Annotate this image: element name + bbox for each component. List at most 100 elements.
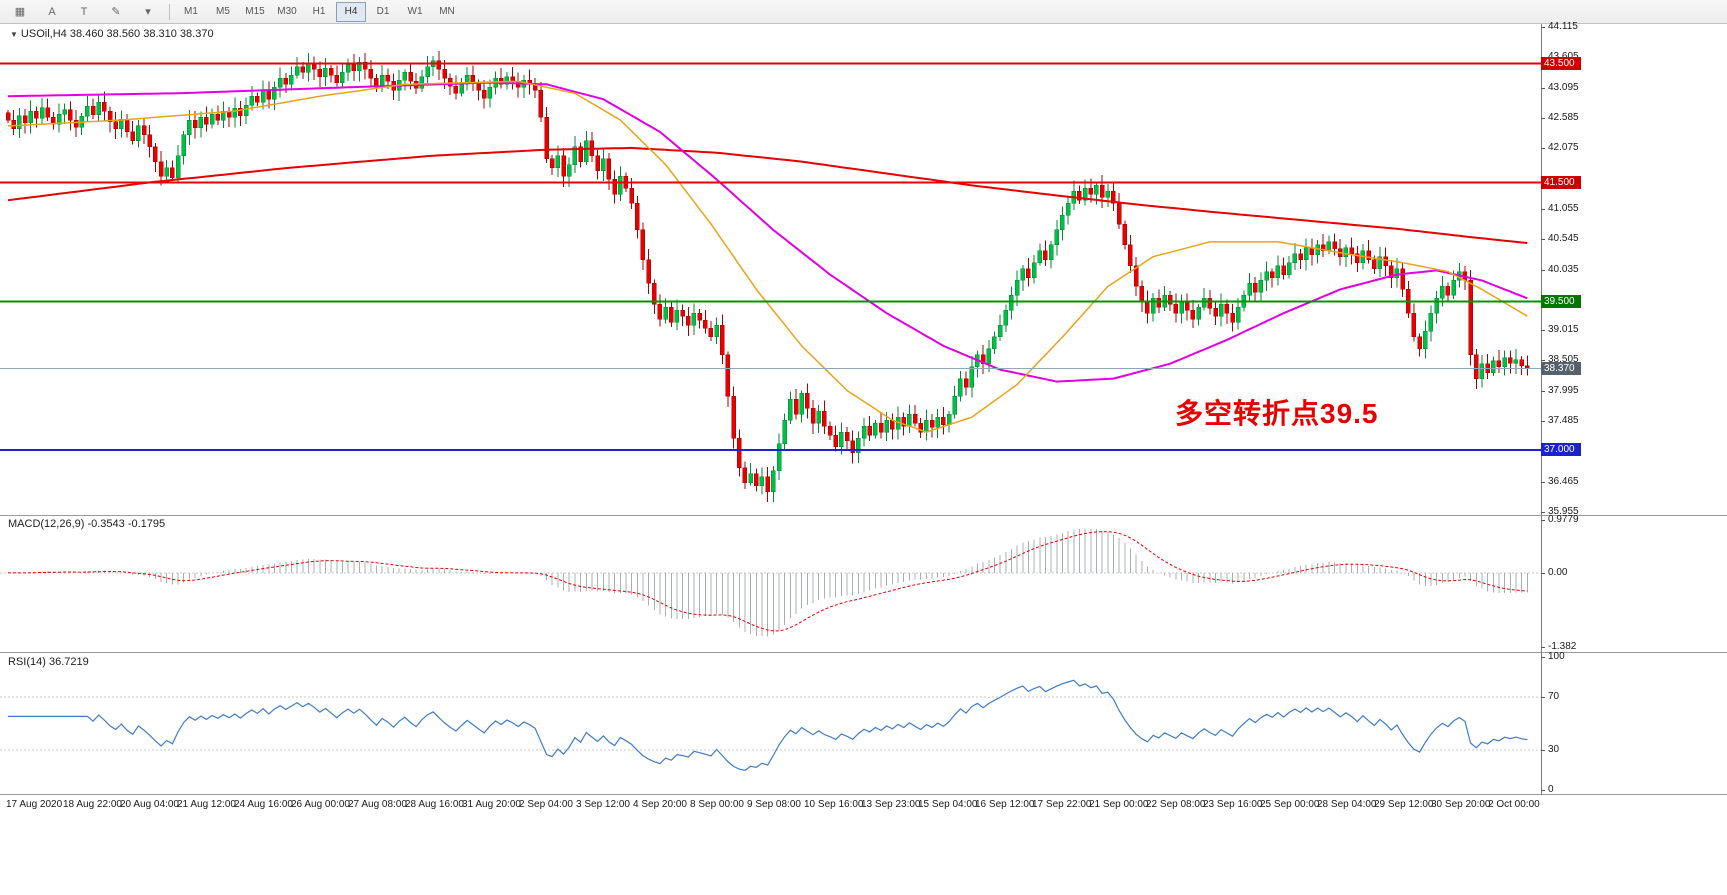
price-tick-mark bbox=[1541, 421, 1545, 423]
time-axis-label: 16 Sep 12:00 bbox=[975, 799, 1035, 810]
text-tool-icon[interactable]: T bbox=[80, 5, 88, 18]
panel-resize-handle[interactable] bbox=[0, 515, 1727, 516]
time-axis-label: 22 Sep 08:00 bbox=[1146, 799, 1206, 810]
timeframe-button-D1[interactable]: D1 bbox=[376, 6, 390, 17]
dropdown-caret-icon[interactable]: ▾ bbox=[145, 6, 151, 18]
medium-ma-line bbox=[7, 81, 1528, 383]
toolbar: ▦ A T ✎ ▾ M1 M5 M15 M30 H1 H4 D1 W1 MN bbox=[0, 0, 1727, 24]
price-tick-label: 35.955 bbox=[1548, 506, 1579, 518]
rsi-tick-label: 70 bbox=[1548, 690, 1560, 702]
price-tick-mark bbox=[1541, 512, 1545, 514]
macd-tick-mark bbox=[1541, 520, 1545, 522]
price-tick-label: 41.055 bbox=[1548, 202, 1579, 214]
price-tick-mark bbox=[1541, 239, 1545, 241]
panel-resize-handle[interactable] bbox=[0, 652, 1727, 653]
price-tick-mark bbox=[1541, 117, 1545, 119]
macd-tick-label: 0.00 bbox=[1548, 566, 1568, 578]
price-badge-43.500: 43.500 bbox=[1541, 57, 1581, 71]
time-axis-label: 8 Sep 00:00 bbox=[690, 799, 744, 810]
time-axis-label: 4 Sep 20:00 bbox=[633, 799, 687, 810]
rsi-tick-mark bbox=[1541, 696, 1545, 698]
macd-tick-label: 0.9779 bbox=[1548, 514, 1579, 526]
macd-tick-label: -1.382 bbox=[1548, 640, 1577, 652]
time-axis-label: 17 Aug 2020 bbox=[6, 799, 63, 810]
time-axis-label: 23 Sep 16:00 bbox=[1203, 799, 1263, 810]
timeframe-button-H1[interactable]: H1 bbox=[312, 6, 326, 17]
time-axis-label: 27 Aug 08:00 bbox=[348, 799, 407, 810]
time-axis-label: 10 Sep 16:00 bbox=[804, 799, 864, 810]
chart-symbol-label: ▼ USOil,H4 38.460 38.560 38.310 38.370 bbox=[10, 28, 214, 40]
fast-ma-line bbox=[7, 80, 1528, 433]
macd-indicator-label: MACD(12,26,9) -0.3543 -0.1795 bbox=[8, 518, 166, 530]
price-tick-mark bbox=[1541, 87, 1545, 89]
timeframe-button-M1[interactable]: M1 bbox=[184, 6, 198, 17]
time-axis-label: 9 Sep 08:00 bbox=[747, 799, 801, 810]
timeframe-button-H4[interactable]: H4 bbox=[336, 1, 366, 22]
time-axis-label: 15 Sep 04:00 bbox=[918, 799, 978, 810]
rsi-panel-canvas[interactable] bbox=[0, 653, 1541, 794]
time-axis-label: 25 Sep 00:00 bbox=[1260, 799, 1320, 810]
price-tick-mark bbox=[1541, 330, 1545, 332]
timeframe-button-M30[interactable]: M30 bbox=[277, 6, 297, 17]
time-axis-label: 18 Aug 22:00 bbox=[63, 799, 122, 810]
toolbar-separator bbox=[169, 3, 170, 20]
price-tick-label: 42.075 bbox=[1548, 142, 1579, 154]
price-tick-mark bbox=[1541, 481, 1545, 483]
symbol-ohlc-text: USOil,H4 38.460 38.560 38.310 38.370 bbox=[20, 28, 214, 40]
price-tick-mark bbox=[1541, 390, 1545, 392]
price-axis-border bbox=[1541, 24, 1542, 795]
price-tick-label: 42.585 bbox=[1548, 111, 1579, 123]
price-tick-label: 37.995 bbox=[1548, 384, 1579, 396]
rsi-tick-label: 100 bbox=[1548, 651, 1565, 662]
time-axis-label: 2 Oct 00:00 bbox=[1488, 799, 1540, 810]
time-axis-label: 13 Sep 23:00 bbox=[861, 799, 921, 810]
price-tick-label: 38.505 bbox=[1548, 354, 1579, 366]
time-axis-label: 28 Sep 04:00 bbox=[1317, 799, 1377, 810]
timeframe-button-MN[interactable]: MN bbox=[439, 6, 455, 17]
time-axis-label: 29 Sep 12:00 bbox=[1374, 799, 1434, 810]
annotate-letter-icon[interactable]: A bbox=[48, 5, 56, 18]
price-tick-label: 44.115 bbox=[1548, 20, 1578, 32]
price-badge-41.500: 41.500 bbox=[1541, 175, 1581, 189]
price-chart-canvas[interactable] bbox=[0, 24, 1541, 515]
time-axis-label: 21 Aug 12:00 bbox=[177, 799, 236, 810]
line-style-icon[interactable]: ✎ bbox=[111, 6, 121, 18]
price-tick-label: 40.035 bbox=[1548, 263, 1579, 275]
timeframe-button-M15[interactable]: M15 bbox=[245, 6, 265, 17]
macd-tick-mark bbox=[1541, 572, 1545, 574]
time-axis-label: 21 Sep 00:00 bbox=[1089, 799, 1149, 810]
price-tick-mark bbox=[1541, 360, 1545, 362]
price-badge-37.000: 37.000 bbox=[1541, 443, 1581, 457]
time-axis-label: 31 Aug 20:00 bbox=[462, 799, 521, 810]
price-tick-mark bbox=[1541, 148, 1545, 150]
price-tick-label: 37.485 bbox=[1548, 415, 1579, 427]
panel-resize-handle[interactable] bbox=[0, 794, 1727, 795]
time-axis-label: 30 Sep 20:00 bbox=[1431, 799, 1491, 810]
rsi-tick-label: 30 bbox=[1548, 744, 1560, 756]
rsi-tick-mark bbox=[1541, 790, 1545, 791]
macd-signal-line bbox=[7, 531, 1528, 632]
macd-panel-canvas[interactable] bbox=[0, 516, 1541, 652]
time-axis-label: 26 Aug 00:00 bbox=[291, 799, 350, 810]
price-tick-label: 40.545 bbox=[1548, 233, 1579, 245]
rsi-indicator-label: RSI(14) 36.7219 bbox=[8, 656, 89, 668]
price-badge-38.370: 38.370 bbox=[1541, 361, 1581, 375]
time-axis-label: 3 Sep 12:00 bbox=[576, 799, 630, 810]
timeframe-button-W1[interactable]: W1 bbox=[407, 6, 423, 17]
rsi-tick-label: 0 bbox=[1548, 784, 1554, 795]
slow-ma-line bbox=[7, 146, 1528, 244]
time-axis-label: 2 Sep 04:00 bbox=[519, 799, 573, 810]
time-axis-label: 28 Aug 16:00 bbox=[405, 799, 464, 810]
timeframe-button-M5[interactable]: M5 bbox=[216, 6, 230, 17]
price-tick-label: 43.605 bbox=[1548, 51, 1579, 63]
rsi-tick-mark bbox=[1541, 657, 1545, 658]
collapse-triangle-icon[interactable]: ▼ bbox=[10, 30, 18, 39]
macd-tick-mark bbox=[1541, 646, 1545, 648]
price-tick-mark bbox=[1541, 208, 1545, 210]
price-tick-mark bbox=[1541, 269, 1545, 271]
rsi-line bbox=[8, 679, 1528, 771]
price-tick-label: 36.465 bbox=[1548, 475, 1579, 487]
chart-grid-icon[interactable]: ▦ bbox=[14, 6, 26, 18]
price-tick-label: 39.015 bbox=[1548, 324, 1579, 336]
